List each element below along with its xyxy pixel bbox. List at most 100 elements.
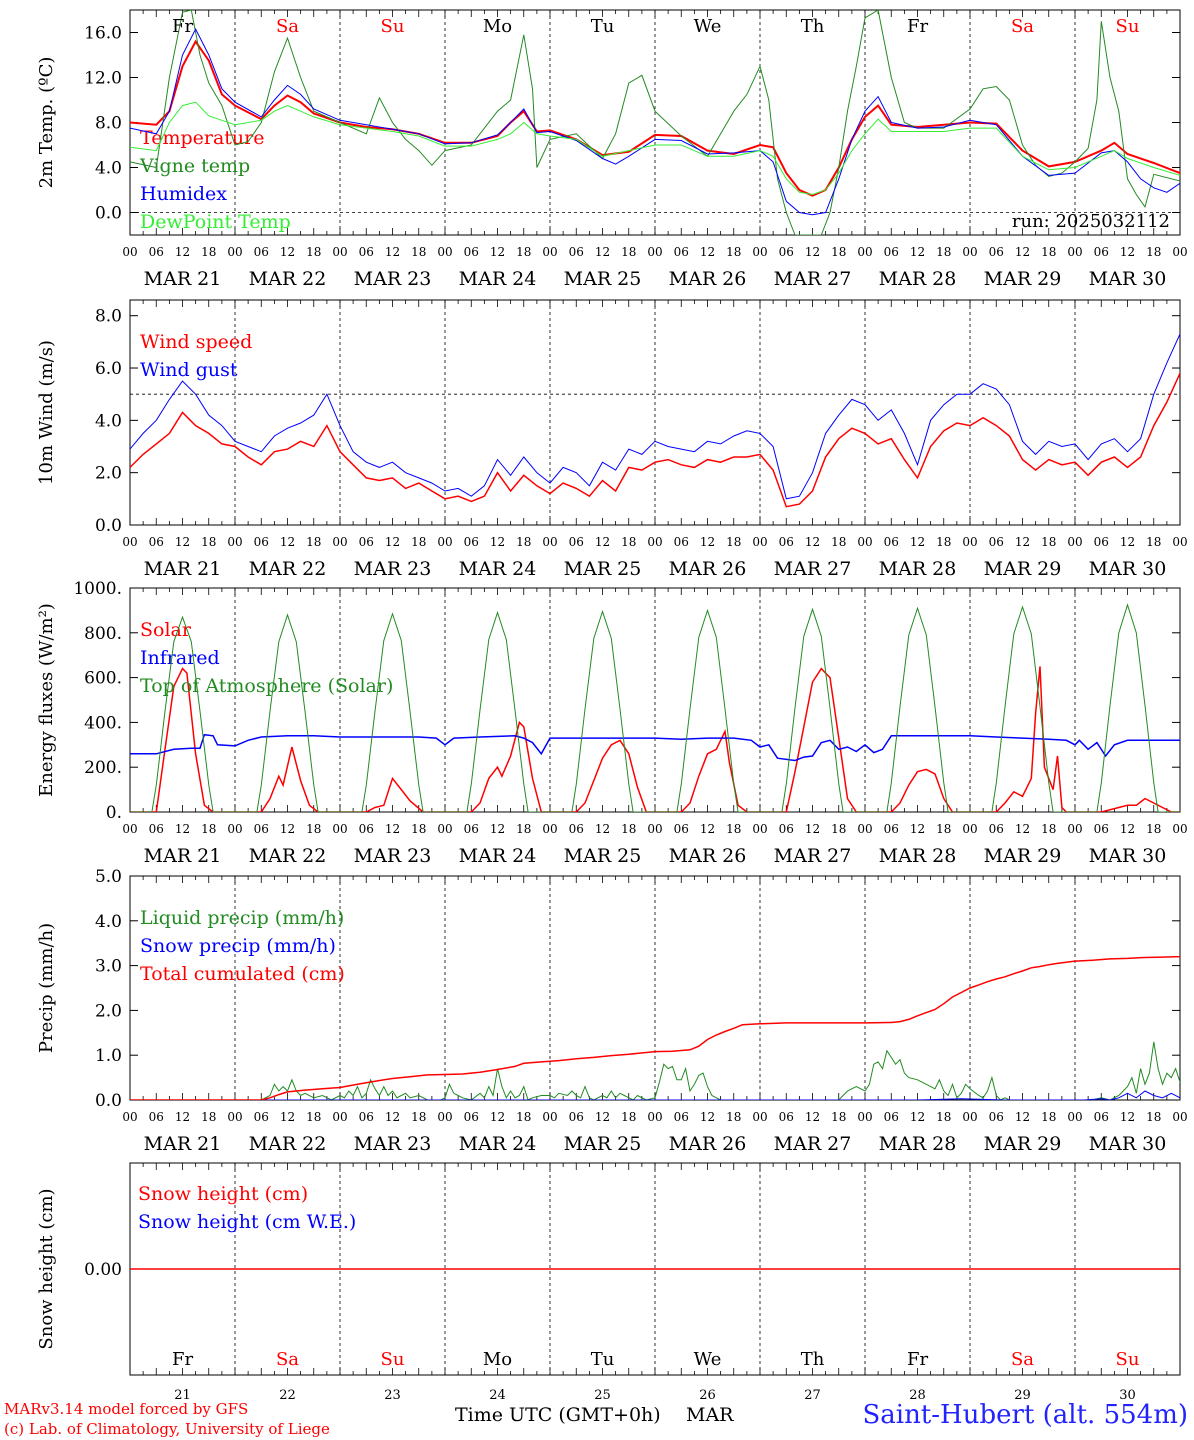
day-label: Fr <box>172 1349 193 1370</box>
date-label: MAR 24 <box>459 845 537 867</box>
y-tick-label: 5.0 <box>95 867 122 887</box>
hour-tick-label: 00 <box>857 822 872 836</box>
hour-tick-label: 12 <box>385 1110 400 1124</box>
hour-tick-label: 12 <box>490 535 505 549</box>
date-label: MAR 21 <box>144 558 222 580</box>
hour-tick-label: 18 <box>726 535 741 549</box>
hour-tick-label: 06 <box>779 1110 794 1124</box>
hour-tick-label: 18 <box>1146 535 1161 549</box>
date-label: MAR 25 <box>564 558 642 580</box>
hour-tick-label: 06 <box>149 1110 164 1124</box>
hour-tick-label: 12 <box>490 822 505 836</box>
hour-tick-label: 00 <box>857 535 872 549</box>
hour-tick-label: 00 <box>1172 535 1187 549</box>
hour-tick-label: 00 <box>542 1110 557 1124</box>
hour-tick-label: 18 <box>306 535 321 549</box>
day-number-label: 25 <box>594 1388 611 1403</box>
hour-tick-label: 06 <box>1094 245 1109 259</box>
hour-tick-label: 12 <box>910 1110 925 1124</box>
day-label: Sa <box>276 16 299 37</box>
hour-tick-label: 00 <box>122 245 137 259</box>
series-line-blue <box>130 333 1180 500</box>
day-label: Sa <box>1011 1349 1034 1370</box>
y-tick-label: 0.0 <box>95 1091 122 1111</box>
panel-3: 0. 200. 400. 600. 800. 1000. Energy fluxes (W/… <box>36 579 1188 867</box>
y-tick-label: 200. <box>84 758 122 778</box>
hour-tick-label: 18 <box>411 822 426 836</box>
hour-tick-label: 00 <box>227 1110 242 1124</box>
series-line-green <box>130 10 1180 235</box>
hour-tick-label: 00 <box>1067 245 1082 259</box>
day-label: Fr <box>172 16 193 37</box>
hour-tick-label: 00 <box>647 245 662 259</box>
hour-tick-label: 00 <box>647 535 662 549</box>
day-label: Su <box>1116 1349 1140 1370</box>
y-axis-title: Energy fluxes (W/m²) <box>36 603 57 797</box>
series-line-blue <box>130 733 1180 762</box>
hour-tick-label: 12 <box>175 1110 190 1124</box>
hour-tick-label: 00 <box>1172 822 1187 836</box>
hour-tick-label: 00 <box>857 1110 872 1124</box>
y-tick-label: 1.0 <box>95 1046 122 1066</box>
date-label: MAR 30 <box>1089 1133 1167 1155</box>
hour-tick-label: 18 <box>411 535 426 549</box>
hour-tick-label: 06 <box>464 535 479 549</box>
y-tick-label: 6.0 <box>95 359 122 379</box>
hour-tick-label: 00 <box>332 822 347 836</box>
hour-tick-label: 12 <box>385 822 400 836</box>
y-tick-label: 4.0 <box>95 411 122 431</box>
legend-entry: Vigne temp <box>139 155 250 177</box>
hour-tick-label: 00 <box>1172 1110 1187 1124</box>
date-label: MAR 23 <box>354 268 432 290</box>
date-label: MAR 30 <box>1089 558 1167 580</box>
series-line-red <box>130 372 1180 508</box>
hour-tick-label: 00 <box>122 535 137 549</box>
credit-model: MARv3.14 model forced by GFS <box>4 1400 249 1418</box>
hour-tick-label: 06 <box>149 535 164 549</box>
date-label: MAR 30 <box>1089 268 1167 290</box>
hour-tick-label: 18 <box>306 822 321 836</box>
date-label: MAR 28 <box>879 268 957 290</box>
hour-tick-label: 18 <box>516 535 531 549</box>
hour-tick-label: 00 <box>962 535 977 549</box>
hour-tick-label: 00 <box>542 822 557 836</box>
hour-tick-label: 18 <box>1146 1110 1161 1124</box>
month-label: MAR <box>686 1404 734 1426</box>
hour-tick-label: 12 <box>805 535 820 549</box>
hour-tick-label: 12 <box>910 822 925 836</box>
legend-entry: Liquid precip (mm/h) <box>140 907 344 929</box>
date-label: MAR 27 <box>774 268 852 290</box>
hour-tick-label: 12 <box>175 822 190 836</box>
hour-tick-label: 18 <box>831 535 846 549</box>
day-label: Fr <box>907 16 928 37</box>
hour-tick-label: 18 <box>621 535 636 549</box>
day-label: Mo <box>483 1349 512 1370</box>
hour-tick-label: 18 <box>726 1110 741 1124</box>
series-line-lightgreen <box>130 101 1180 196</box>
hour-tick-label: 06 <box>254 822 269 836</box>
hour-tick-label: 12 <box>280 535 295 549</box>
hour-tick-label: 18 <box>201 535 216 549</box>
hour-tick-label: 06 <box>149 822 164 836</box>
hour-tick-label: 18 <box>936 1110 951 1124</box>
hour-tick-label: 06 <box>149 245 164 259</box>
hour-tick-label: 12 <box>910 245 925 259</box>
hour-tick-label: 12 <box>1120 535 1135 549</box>
date-label: MAR 28 <box>879 845 957 867</box>
hour-tick-label: 00 <box>122 822 137 836</box>
day-label: Tu <box>591 1349 615 1370</box>
hour-tick-label: 12 <box>175 535 190 549</box>
hour-tick-label: 12 <box>385 535 400 549</box>
hour-tick-label: 00 <box>542 535 557 549</box>
y-tick-label: 2.0 <box>95 1001 122 1021</box>
hour-tick-label: 12 <box>595 245 610 259</box>
hour-tick-label: 06 <box>359 535 374 549</box>
hour-tick-label: 12 <box>595 535 610 549</box>
day-number-label: 28 <box>909 1388 926 1403</box>
hour-tick-label: 06 <box>779 245 794 259</box>
date-label: MAR 22 <box>249 845 327 867</box>
hour-tick-label: 00 <box>647 1110 662 1124</box>
y-tick-label: 4.0 <box>95 912 122 932</box>
hour-tick-label: 12 <box>805 1110 820 1124</box>
hour-tick-label: 18 <box>1041 535 1056 549</box>
